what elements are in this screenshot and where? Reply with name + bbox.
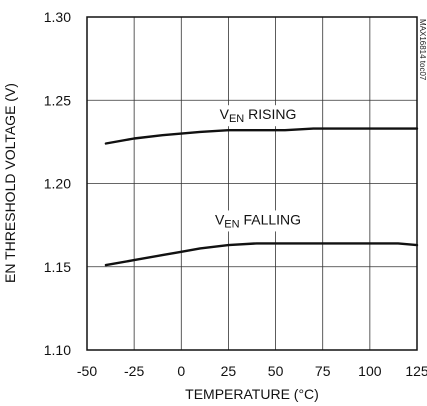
y-axis-title: EN THRESHOLD VOLTAGE (V) <box>2 83 18 283</box>
y-tick-label: 1.20 <box>44 176 71 192</box>
grid-lines <box>87 17 417 350</box>
series-line-1 <box>104 242 419 267</box>
figure-id-label: MAX16814 toc07 <box>418 19 427 81</box>
annotations: VEN RISING VEN FALLING <box>210 105 306 232</box>
series-annotation-1: VEN FALLING <box>215 211 301 230</box>
x-tick-labels: -50 -25 0 25 50 75 100 125 <box>77 363 427 379</box>
annotation-background <box>210 210 306 232</box>
x-tick-label: 25 <box>221 363 237 379</box>
plot-frame <box>86 16 418 351</box>
x-axis-title: TEMPERATURE (°C) <box>185 386 319 402</box>
y-tick-label: 1.25 <box>44 92 71 108</box>
series-annotation-0: VEN RISING <box>220 106 297 125</box>
y-tick-label: 1.30 <box>44 9 71 25</box>
x-tick-label: 50 <box>268 363 284 379</box>
x-tick-label: 100 <box>358 363 382 379</box>
x-tick-label: -25 <box>124 363 144 379</box>
series-lines <box>104 127 419 267</box>
x-tick-label: -50 <box>77 363 97 379</box>
annotation-background <box>215 105 301 127</box>
y-tick-labels: 1.10 1.15 1.20 1.25 1.30 <box>44 9 71 358</box>
y-tick-label: 1.15 <box>44 259 71 275</box>
x-tick-label: 125 <box>405 363 427 379</box>
x-tick-label: 75 <box>315 363 331 379</box>
x-tick-label: 0 <box>177 363 185 379</box>
y-tick-label: 1.10 <box>44 342 71 358</box>
series-line-0 <box>104 127 419 145</box>
